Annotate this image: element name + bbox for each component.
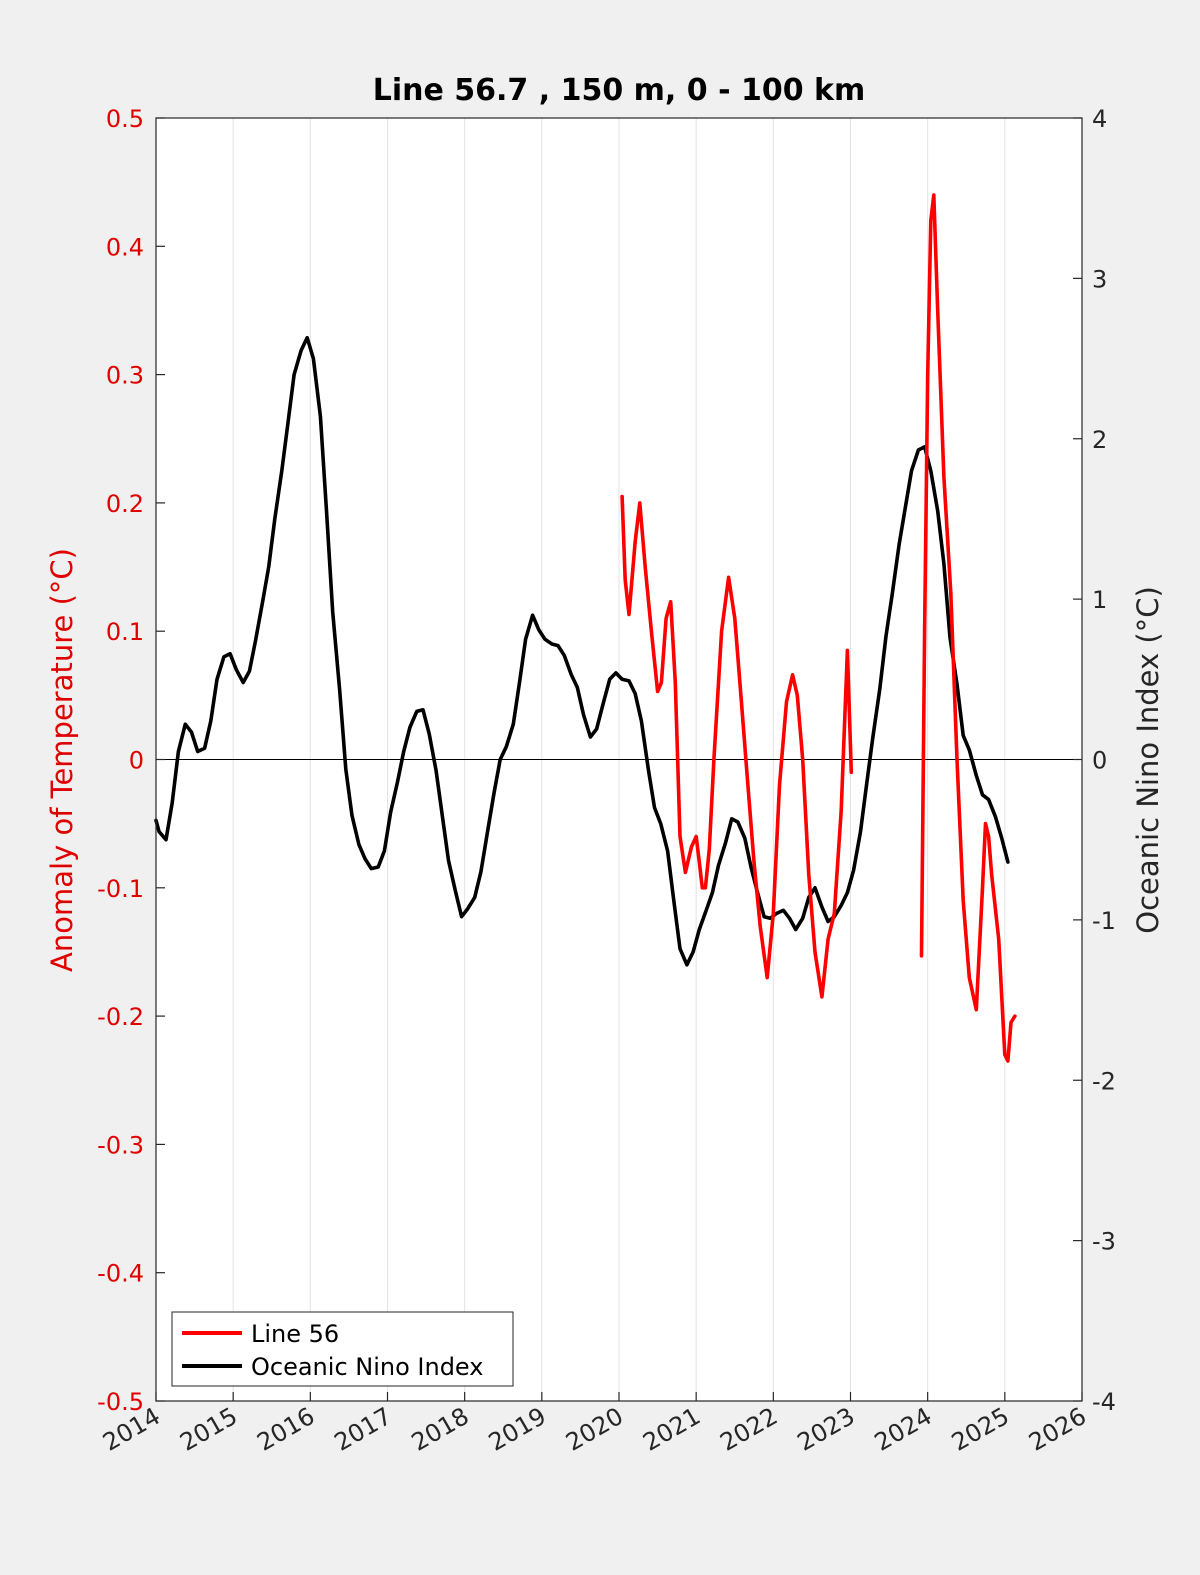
- y-left-tick-label: 0.1: [106, 618, 144, 646]
- y-right-tick-label: 4: [1092, 105, 1107, 133]
- y-right-tick-label: -4: [1092, 1388, 1116, 1416]
- legend-label-oni: Oceanic Nino Index: [251, 1353, 483, 1381]
- series-line-line-56-segment-2: [919, 193, 1017, 1063]
- legend-box: [171, 1311, 514, 1387]
- y-left-tick-label: 0.4: [106, 233, 144, 261]
- legend-label-line-56: Line 56: [251, 1320, 339, 1348]
- y-left-tick-label: -0.2: [97, 1003, 144, 1031]
- y-right-tick-label: -2: [1092, 1067, 1116, 1095]
- chart-title: Line 56.7 , 150 m, 0 - 100 km: [373, 73, 866, 108]
- y-axis-label-left: Anomaly of Temperature (°C): [45, 548, 79, 972]
- y-right-tick-label: 1: [1092, 586, 1107, 614]
- y-right-tick-label: 2: [1092, 426, 1107, 454]
- series-line-oni: [154, 335, 1010, 967]
- y-left-tick-label: 0: [129, 747, 144, 775]
- y-left-tick-label: 0.2: [106, 490, 144, 518]
- y-left-tick-label: -0.1: [97, 875, 144, 903]
- y-axis-label-right: Oceanic Nino Index (°C): [1131, 586, 1165, 934]
- y-right-tick-label: 0: [1092, 747, 1107, 775]
- legend: Line 56 Oceanic Nino Index: [171, 1311, 514, 1387]
- y-left-tick-label: -0.5: [97, 1388, 144, 1416]
- y-left-tick-label: 0.5: [106, 105, 144, 133]
- y-left-tick-label: 0.3: [106, 362, 144, 390]
- y-right-tick-label: 3: [1092, 265, 1107, 293]
- y-right-tick-label: -3: [1092, 1228, 1116, 1256]
- y-left-tick-label: -0.4: [97, 1260, 144, 1288]
- right-axis-ticks: -4 -3 -2 -1 0 1 2 3 4: [1073, 105, 1116, 1416]
- series-layer: [154, 193, 1017, 1063]
- series-line-line-56-segment-1: [620, 494, 854, 999]
- y-right-tick-label: -1: [1092, 907, 1116, 935]
- left-axis-ticks: -0.5 -0.4 -0.3 -0.2 -0.1 0 0.1 0.2 0.3 0.4 0.5: [97, 105, 165, 1416]
- y-left-tick-label: -0.3: [97, 1131, 144, 1159]
